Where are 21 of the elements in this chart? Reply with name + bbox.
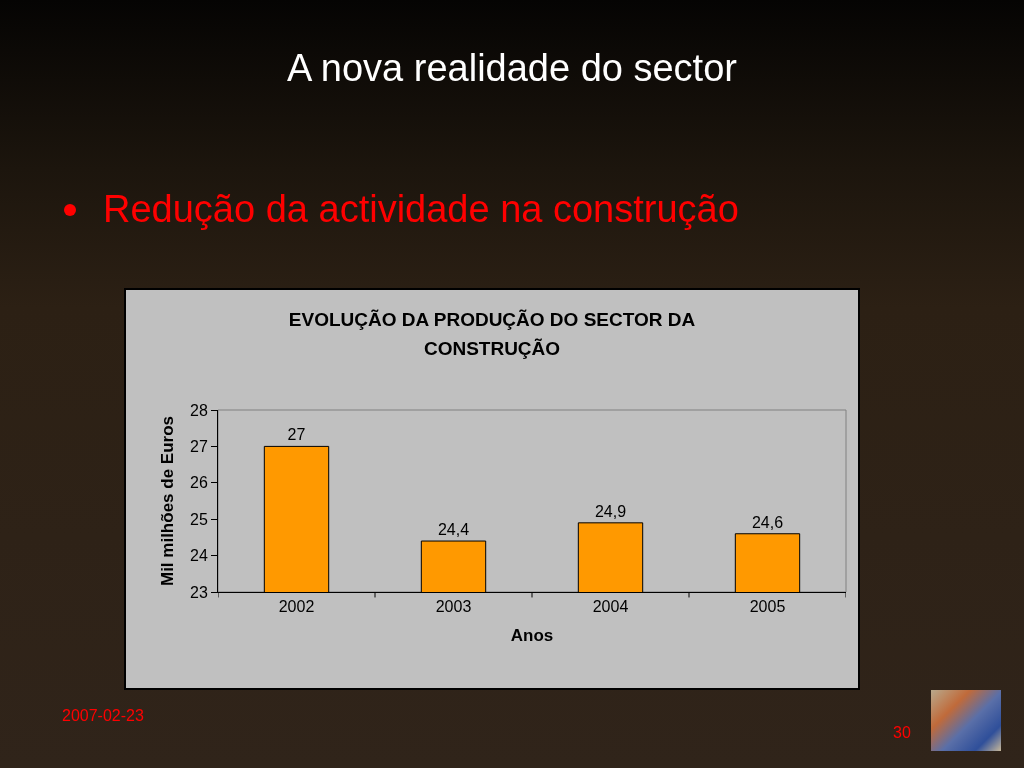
- x-tick-label: 2004: [592, 598, 629, 616]
- text: 2007-02-23: [62, 706, 144, 726]
- text: EVOLUÇÃO DA PRODUÇÃO DO SECTOR DA CONSTRUÇÃO: [287, 308, 697, 361]
- x-tick-label: 2005: [749, 598, 786, 616]
- x-tick-label: 2002: [278, 598, 315, 616]
- chart-title: A nova realidade do sector: [286, 46, 738, 91]
- y-tick-label: 25: [190, 510, 208, 528]
- y-axis-title: Mil milhões de Euros: [157, 415, 177, 587]
- data-label: 24,4: [437, 521, 470, 539]
- chart-subtitle: Redução da actividade na construção: [103, 187, 739, 232]
- x-tick-label: 2003: [435, 598, 472, 616]
- y-tick-label: 28: [190, 401, 208, 419]
- y-tick-label: 27: [190, 438, 208, 455]
- y-tick-label: 24: [190, 547, 208, 565]
- data-label: 27: [287, 426, 306, 444]
- y-tick-label: 23: [190, 583, 208, 601]
- data-label: 24,6: [751, 513, 784, 531]
- text: 30: [893, 723, 911, 743]
- data-label: 24,9: [594, 502, 627, 520]
- x-axis-title: Anos: [510, 625, 554, 645]
- y-tick-label: 26: [190, 474, 208, 492]
